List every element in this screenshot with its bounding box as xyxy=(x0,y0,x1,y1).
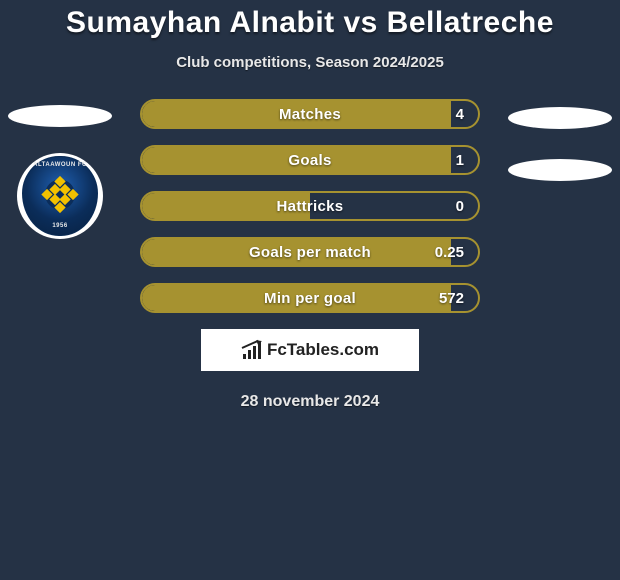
right-player-column xyxy=(500,99,620,181)
stat-row: Matches4 xyxy=(140,99,480,129)
footer-date: 28 november 2024 xyxy=(0,393,620,411)
player-photo-placeholder xyxy=(8,105,112,127)
stat-label: Min per goal xyxy=(142,285,478,311)
stat-label: Goals xyxy=(142,147,478,173)
club-crest-shield: ALTAAWOUN FC 1956 xyxy=(22,156,98,236)
stats-zone: ALTAAWOUN FC 1956 Matches4 Goals1 Hattrick… xyxy=(0,99,620,313)
club-crest-year: 1956 xyxy=(23,223,97,229)
stat-label: Goals per match xyxy=(142,239,478,265)
club-crest-name: ALTAAWOUN FC xyxy=(23,162,97,168)
stat-value: 1 xyxy=(456,147,464,173)
stat-value: 572 xyxy=(439,285,464,311)
stat-row: Goals per match0.25 xyxy=(140,237,480,267)
comparison-card: Sumayhan Alnabit vs Bellatreche Club com… xyxy=(0,0,620,580)
stat-value: 0.25 xyxy=(435,239,464,265)
stat-value: 0 xyxy=(456,193,464,219)
stat-label: Matches xyxy=(142,101,478,127)
brand-text: FcTables.com xyxy=(267,340,379,360)
club-crest-placeholder xyxy=(508,159,612,181)
club-crest: ALTAAWOUN FC 1956 xyxy=(17,153,103,239)
stat-row: Goals1 xyxy=(140,145,480,175)
chart-arrow-icon xyxy=(241,341,263,359)
left-player-column: ALTAAWOUN FC 1956 xyxy=(0,99,120,239)
club-crest-ball-icon xyxy=(45,180,75,210)
stat-label: Hattricks xyxy=(142,193,478,219)
player-photo-placeholder xyxy=(508,107,612,129)
brand-box[interactable]: FcTables.com xyxy=(201,329,419,371)
stat-row: Min per goal572 xyxy=(140,283,480,313)
page-subtitle: Club competitions, Season 2024/2025 xyxy=(0,54,620,71)
page-title: Sumayhan Alnabit vs Bellatreche xyxy=(0,6,620,40)
stat-rows: Matches4Goals1Hattricks0Goals per match0… xyxy=(140,99,480,313)
stat-value: 4 xyxy=(456,101,464,127)
stat-row: Hattricks0 xyxy=(140,191,480,221)
